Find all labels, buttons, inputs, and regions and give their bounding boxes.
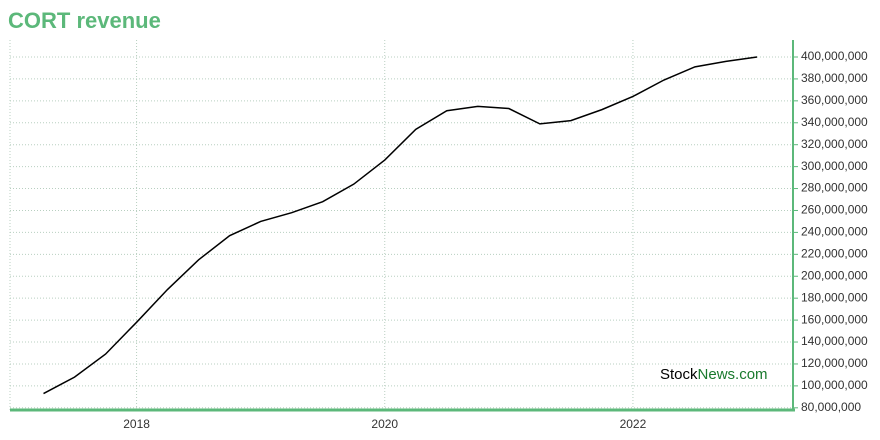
watermark-part: News.com [698, 366, 768, 383]
y-tick-label: 180,000,000 [801, 290, 868, 304]
line [43, 56, 758, 395]
y-tick-label: 140,000,000 [801, 334, 868, 348]
y-tick-label: 80,000,000 [801, 400, 861, 414]
y-tick-label: 260,000,000 [801, 203, 868, 217]
x-tick-label: 2020 [371, 417, 398, 431]
watermark: StockNews.com [660, 366, 768, 383]
watermark-part: Stock [660, 366, 698, 383]
y-tick-label: 100,000,000 [801, 378, 868, 392]
y-tick-label: 120,000,000 [801, 356, 868, 370]
x-tick-label: 2018 [123, 417, 150, 431]
y-tick-label: 220,000,000 [801, 246, 868, 260]
x-tick-label: 2022 [620, 417, 647, 431]
y-tick-label: 400,000,000 [801, 49, 868, 63]
y-tick-label: 320,000,000 [801, 137, 868, 151]
y-tick-label: 340,000,000 [801, 115, 868, 129]
y-tick-label: 160,000,000 [801, 312, 868, 326]
y-tick-label: 360,000,000 [801, 93, 868, 107]
chart-title: CORT revenue [8, 8, 161, 33]
y-tick-label: 240,000,000 [801, 225, 868, 239]
y-tick-label: 300,000,000 [801, 159, 868, 173]
y-tick-label: 280,000,000 [801, 181, 868, 195]
y-tick-label: 200,000,000 [801, 268, 868, 282]
y-tick-label: 380,000,000 [801, 71, 868, 85]
